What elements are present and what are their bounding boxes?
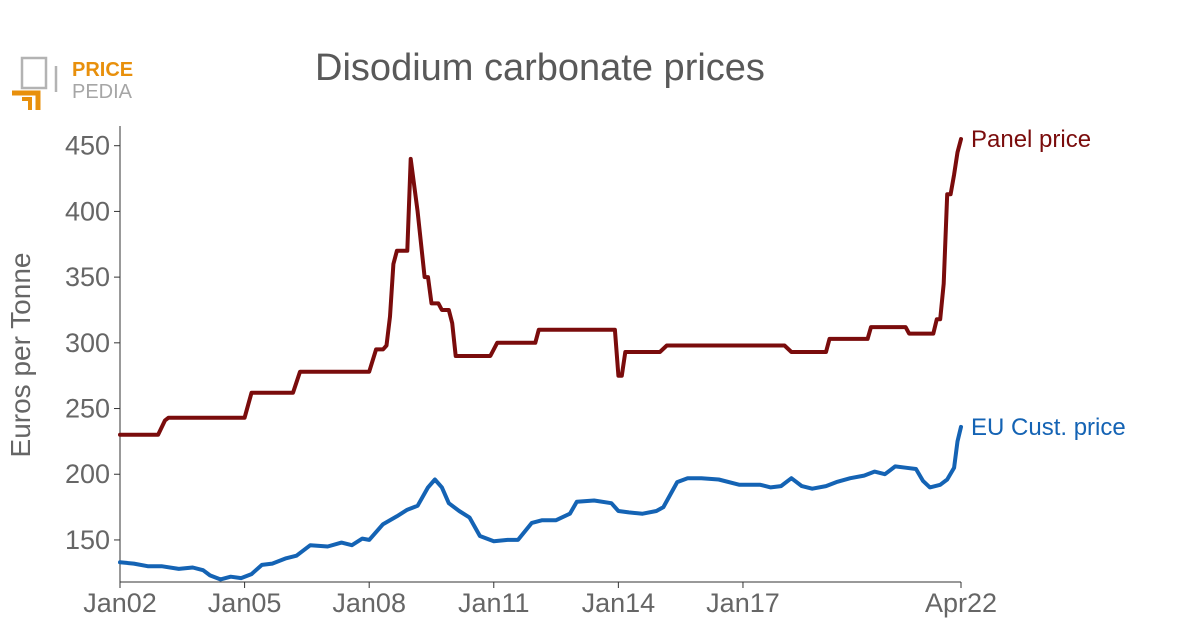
logo-frame-gray [20, 56, 48, 90]
series-line-0 [118, 137, 963, 437]
chart-title: Disodium carbonate prices [315, 47, 765, 89]
y-tick-label: 450 [65, 131, 110, 161]
x-tick-label: Jan02 [83, 588, 157, 618]
series-label-1: EU Cust. price [971, 414, 1126, 441]
x-tick-label: Jan14 [582, 588, 656, 618]
x-ticks: Jan02 Jan05 Jan08 Jan11 Jan14 Jan17 Apr22 [83, 582, 997, 618]
y-tick-label: 200 [65, 459, 110, 489]
y-tick-label: 150 [65, 525, 110, 555]
y-axis-title: Euros per Tonne [5, 253, 36, 458]
y-tick-label: 350 [65, 262, 110, 292]
x-tick-label: Jan05 [208, 588, 282, 618]
series-lines [118, 137, 963, 582]
y-tick-label: 300 [65, 328, 110, 358]
x-tick-label: Jan08 [332, 588, 406, 618]
y-tick-label: 400 [65, 196, 110, 226]
logo-bracket-orange-2 [22, 97, 32, 110]
pricepedia-logo: PRICE PEDIA [12, 56, 133, 110]
x-tick-label: Apr22 [925, 588, 997, 618]
y-ticks: 150 200 250 300 350 400 450 [65, 131, 120, 555]
logo-text-pedia: PEDIA [72, 81, 133, 103]
x-tick-label: Jan11 [458, 588, 530, 618]
series-line-1 [118, 424, 963, 582]
logo-bracket-orange [12, 90, 41, 110]
x-tick-label: Jan17 [706, 588, 780, 618]
logo-text-price: PRICE [72, 59, 133, 81]
y-tick-label: 250 [65, 394, 110, 424]
series-label-0: Panel price [971, 126, 1091, 153]
series-labels: Panel price EU Cust. price [971, 126, 1126, 441]
